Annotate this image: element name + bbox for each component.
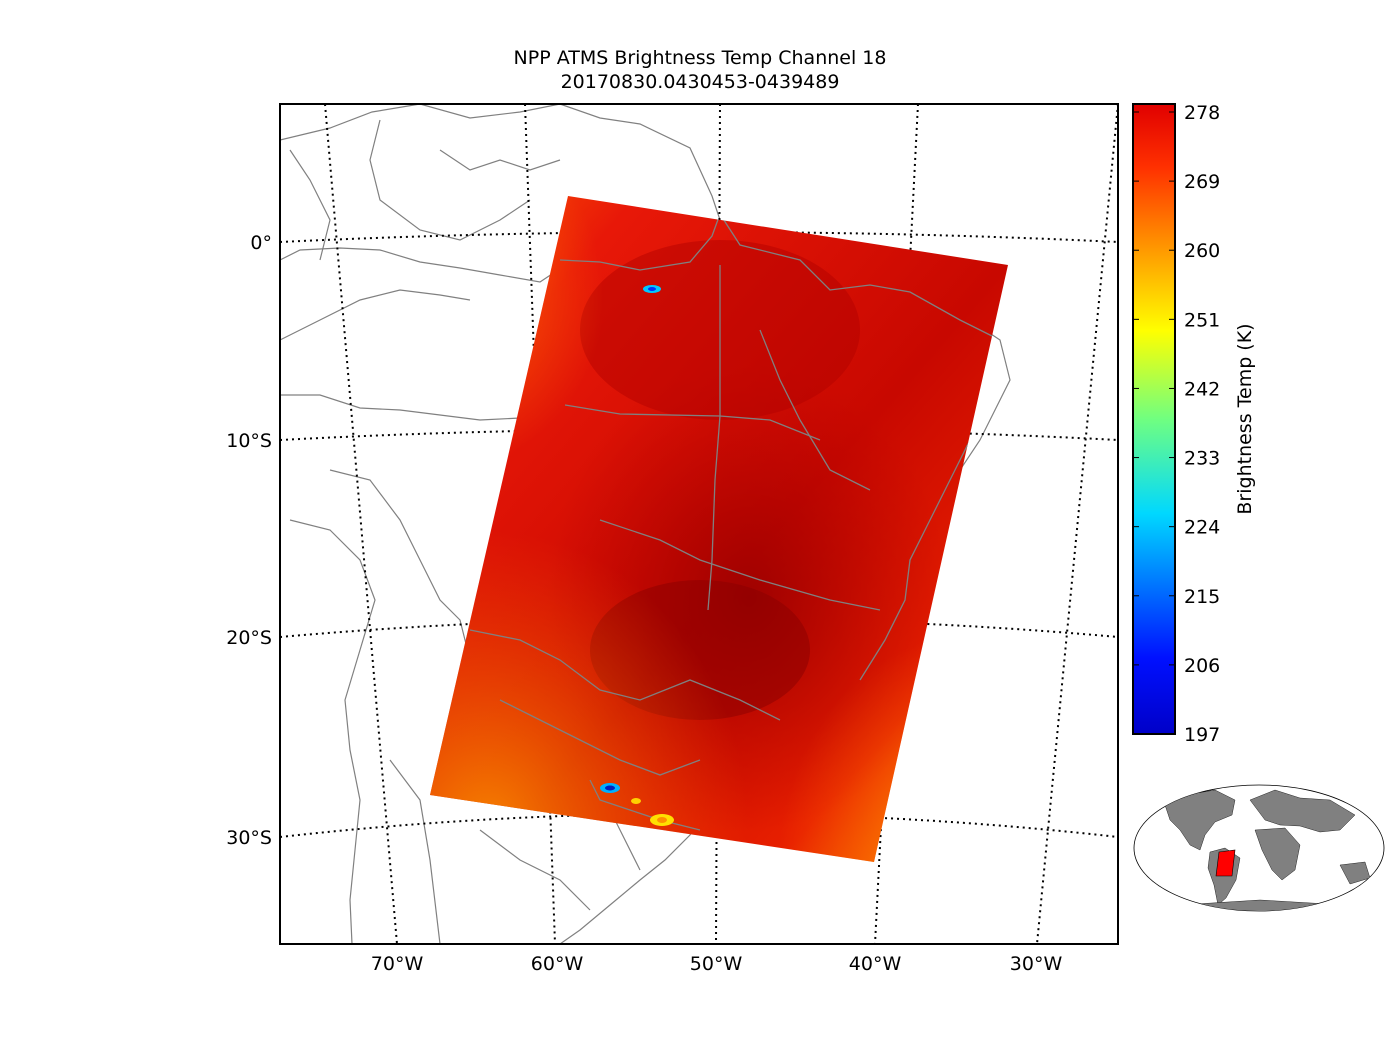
colorbar-tick-label: 215: [1184, 586, 1220, 608]
lat-label-30s: 30°S: [226, 827, 272, 849]
colorbar: 278 269 260 251 242 233 224 215 206 197 Brightnes…: [1132, 102, 1256, 746]
title-line-2: 20170830.0430453-0439489: [560, 71, 840, 93]
title-line-1: NPP ATMS Brightness Temp Channel 18: [513, 47, 887, 69]
meridian-70w: [324, 104, 398, 944]
colorbar-tick-label: 278: [1184, 102, 1220, 124]
lat-labels: 0° 10°S 20°S 30°S: [226, 232, 272, 849]
colorbar-tick-label: 197: [1184, 724, 1220, 746]
inset-north-america: [1164, 789, 1236, 851]
lon-label-30w: 30°W: [1010, 953, 1063, 975]
meridian-30w: [1036, 104, 1118, 944]
colorbar-tick-label: 260: [1184, 240, 1220, 262]
lon-label-40w: 40°W: [849, 953, 902, 975]
lon-label-60w: 60°W: [531, 953, 584, 975]
colorbar-gradient: [1132, 103, 1176, 735]
colorbar-label: Brightness Temp (K): [1234, 323, 1256, 514]
colorbar-tick-label: 206: [1184, 655, 1220, 677]
inset-swath-highlight: [1215, 849, 1236, 877]
inset-africa: [1254, 827, 1301, 881]
colorbar-tick-label: 269: [1184, 171, 1220, 193]
colorbar-tick-label: 233: [1184, 448, 1220, 470]
colorbar-ticks: 278 269 260 251 242 233 224 215 206 197: [1133, 102, 1220, 746]
parallel-0: [280, 231, 1118, 243]
colorbar-tick-label: 251: [1184, 309, 1220, 331]
chart-title: NPP ATMS Brightness Temp Channel 18 2017…: [400, 46, 1000, 94]
lon-labels: 70°W 60°W 50°W 40°W 30°W: [371, 953, 1063, 975]
lat-label-10s: 10°S: [226, 430, 272, 452]
lon-label-70w: 70°W: [371, 953, 424, 975]
map-frame: [279, 103, 1119, 945]
lat-label-0: 0°: [250, 232, 272, 254]
colorbar-tick-label: 242: [1184, 378, 1220, 400]
lon-label-50w: 50°W: [690, 953, 743, 975]
inset-eurasia: [1249, 789, 1356, 833]
colorbar-tick-label: 224: [1184, 517, 1220, 539]
parallel-10s: [280, 428, 1118, 441]
lat-label-20s: 20°S: [226, 627, 272, 649]
inset-globe: [1133, 784, 1385, 912]
